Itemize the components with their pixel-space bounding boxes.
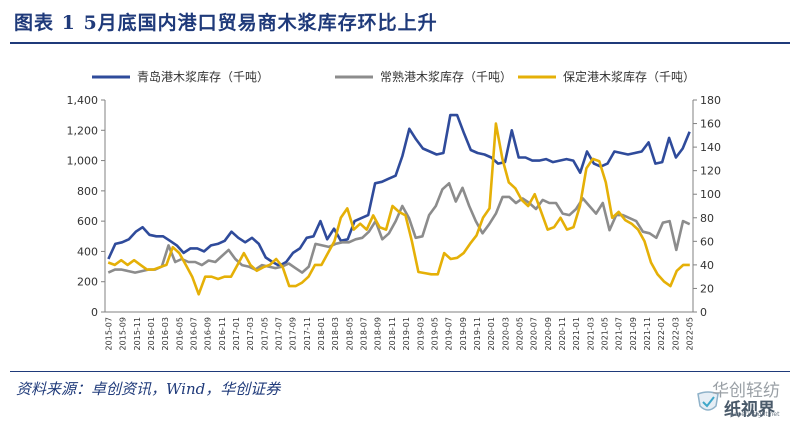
x-tick-label: 2017-11: [303, 317, 312, 350]
right-tick-label: 0: [700, 306, 707, 319]
left-tick-label: 800: [77, 185, 98, 198]
chart-area: 青岛港木浆库存（千吨） 常熟港木浆库存（千吨） 保定港木浆库存（千吨） 020040…: [67, 69, 722, 350]
right-tick-label: 60: [700, 235, 714, 248]
x-tick-label: 2015-09: [119, 317, 128, 350]
x-tick-label: 2016-01: [147, 317, 156, 350]
watermark-brand: 纸视界: [724, 400, 775, 420]
chart-series: [107, 113, 691, 296]
x-tick-label: 2019-07: [445, 317, 454, 350]
right-tick-label: 160: [700, 118, 721, 131]
legend-label-0: 青岛港木浆库存（千吨）: [137, 69, 269, 84]
x-tick-label: 2021-05: [600, 317, 609, 350]
x-tick-label: 2019-03: [416, 317, 425, 350]
x-tick-label: 2021-11: [643, 317, 652, 350]
right-tick-label: 40: [700, 259, 714, 272]
legend-label-1: 常熟港木浆库存（千吨）: [380, 69, 512, 84]
x-tick-label: 2017-01: [232, 317, 241, 350]
series-line-1: [107, 182, 691, 274]
x-tick-label: 2021-01: [572, 317, 581, 350]
watermark-text: 华创轻纺: [712, 381, 780, 401]
x-tick-label: 2021-03: [586, 317, 595, 350]
figure-title: 图表 1 5月底国内港口贸易商木浆库存环比上升: [14, 12, 438, 34]
left-tick-label: 0: [91, 306, 98, 319]
x-tick-label: 2020-01: [487, 317, 496, 350]
left-tick-label: 600: [77, 215, 98, 228]
x-tick-label: 2021-07: [615, 317, 624, 350]
x-tick-label: 2018-09: [374, 317, 383, 350]
legend-label-2: 保定港木浆库存（千吨）: [563, 69, 695, 84]
x-tick-label: 2016-07: [190, 317, 199, 350]
chart-legend: 青岛港木浆库存（千吨） 常熟港木浆库存（千吨） 保定港木浆库存（千吨）: [92, 69, 695, 84]
x-tick-label: 2019-11: [473, 317, 482, 350]
x-tick-label: 2018-01: [317, 317, 326, 350]
x-tick-label: 2015-11: [133, 317, 142, 350]
left-tick-label: 1,000: [67, 155, 99, 168]
series-line-0: [107, 113, 691, 268]
left-tick-label: 1,200: [67, 124, 99, 137]
right-tick-label: 100: [700, 188, 721, 201]
source-note: 资料来源：卓创资讯，Wind，华创证券: [16, 380, 281, 398]
x-tick-label: 2016-09: [204, 317, 213, 350]
title-rule: [10, 42, 790, 44]
x-tick-label: 2020-03: [501, 317, 510, 350]
footer-rule: [10, 371, 790, 372]
x-tick-label: 2021-09: [629, 317, 638, 350]
x-tick-label: 2020-05: [515, 317, 524, 350]
x-tick-label: 2019-09: [459, 317, 468, 350]
x-tick-label: 2019-01: [402, 317, 411, 350]
x-tick-label: 2016-11: [218, 317, 227, 350]
right-tick-label: 20: [700, 282, 714, 295]
x-tick-label: 2018-11: [388, 317, 397, 350]
right-tick-label: 120: [700, 165, 721, 178]
watermark-url: paperinsight.net: [730, 411, 780, 418]
series-line-2: [107, 122, 690, 296]
x-tick-label: 2017-05: [260, 317, 269, 350]
x-tick-label: 2022-05: [685, 317, 694, 350]
x-tick-label: 2016-05: [175, 317, 184, 350]
x-tick-label: 2018-07: [360, 317, 369, 350]
right-tick-label: 180: [700, 94, 721, 107]
x-tick-label: 2017-07: [275, 317, 284, 350]
left-tick-label: 1,400: [67, 94, 99, 107]
x-tick-label: 2020-09: [544, 317, 553, 350]
x-tick-label: 2022-03: [671, 317, 680, 350]
right-tick-label: 140: [700, 141, 721, 154]
x-tick-label: 2015-07: [105, 317, 114, 350]
x-tick-label: 2020-11: [558, 317, 567, 350]
x-tick-label: 2022-01: [657, 317, 666, 350]
x-tick-label: 2019-05: [430, 317, 439, 350]
right-tick-label: 80: [700, 212, 714, 225]
watermark-logo-icon: [697, 391, 719, 411]
x-tick-label: 2018-03: [331, 317, 340, 350]
x-tick-label: 2017-03: [246, 317, 255, 350]
left-tick-label: 200: [77, 276, 98, 289]
x-tick-label: 2016-03: [161, 317, 170, 350]
x-tick-label: 2017-09: [289, 317, 298, 350]
left-tick-label: 400: [77, 245, 98, 258]
x-tick-label: 2020-07: [530, 317, 539, 350]
x-tick-label: 2018-05: [345, 317, 354, 350]
chart-axes: 0 200 400 600 800 1,000 1,200 1,400 0 20 40 60 80 100…: [67, 94, 722, 350]
